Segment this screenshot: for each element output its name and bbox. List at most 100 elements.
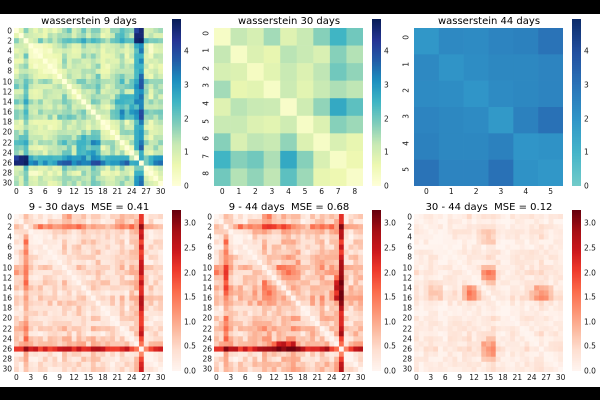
x-tick-label: 9 [257,373,263,382]
x-tick-label: 27 [141,187,151,196]
heatmap-canvas [214,214,363,372]
y-tick-label: 14 [402,283,412,293]
x-tick-label: 18 [498,373,508,382]
colorbar-tick-label: 2 [384,113,389,123]
y-tick-label: 30 [402,364,412,374]
x-tick-label: 5 [548,187,553,196]
x-tick-label: 30 [155,373,166,382]
y-tick-label: 28 [402,354,412,364]
y-tick-label: 16 [202,293,212,303]
colorbar-tick-label: 0 [584,181,589,191]
colorbar-tick-label: 3 [384,80,389,90]
y-tick-label: 26 [2,158,12,168]
y-tick-label: 22 [2,323,12,333]
colorbar [372,210,381,371]
panel-mse-30-44: 30 - 44 days MSE = 0.12 0 2 4 6 8 10 12 14 16 18 2… [400,200,600,386]
y-tick-label: 20 [202,313,212,323]
y-tick-label: 2 [7,221,12,231]
x-tick-label: 15 [283,373,294,382]
x-tick-label: 21 [112,187,123,196]
y-tick-label: 2 [201,65,211,71]
x-tick-label: 12 [469,373,479,382]
y-tick-label: 16 [402,293,412,303]
x-tick-label: 6 [242,373,248,382]
y-tick-label: 8 [407,252,412,262]
y-tick-label: 30 [202,364,212,374]
y-tick-label: 22 [402,323,412,333]
y-tick-label: 16 [2,293,12,303]
y-tick-label: 18 [402,303,412,313]
y-tick-label: 6 [201,136,211,141]
y-tick-label: 26 [202,344,212,354]
y-tick-label: 0 [407,211,412,221]
y-tick-label: 14 [202,283,212,293]
y-tick-label: 6 [7,56,12,66]
colorbar-tick-label: 0.0 [184,366,196,376]
colorbar-tick-label: 2.0 [584,267,596,277]
y-tick-label: 7 [201,153,211,159]
colorbar-tick-label: 1.0 [184,317,196,326]
x-tick-label: 7 [335,187,341,196]
x-tick-label: 21 [312,373,323,382]
y-tick-label: 24 [2,148,12,158]
y-tick-label: 24 [202,334,212,344]
x-tick-label: 0 [414,373,419,382]
colorbar [172,19,181,186]
y-tick-label: 5 [201,118,211,124]
y-tick-label: 0 [7,25,12,35]
x-tick-label: 1 [448,187,454,196]
y-tick-label: 30 [2,364,12,374]
x-tick-label: 6 [319,187,324,196]
x-tick-label: 9 [457,373,463,382]
colorbar-tick-label: 4 [584,46,589,56]
y-tick-label: 6 [207,242,212,252]
y-tick-label: 10 [402,262,412,272]
colorbar-tick-label: 0.5 [584,341,596,351]
x-tick-label: 0 [214,373,219,382]
panel-title: wasserstein 44 days [437,16,541,27]
panel-mse-9-30: 9 - 30 days MSE = 0.41 0 2 4 6 8 10 12 14 16 18 20… [0,200,200,386]
x-tick-label: 9 [57,373,63,382]
x-tick-label: 27 [341,373,351,382]
y-tick-label: 10 [202,262,212,272]
y-tick-label: 3 [401,114,411,119]
colorbar-tick-label: 0.0 [584,366,596,376]
y-tick-label: 2 [7,35,12,45]
x-tick-label: 30 [355,373,366,382]
y-tick-label: 12 [2,86,12,96]
colorbar-tick-label: 2 [584,113,589,123]
colorbar-tick-label: 0.5 [384,341,396,351]
y-tick-label: 8 [207,252,212,262]
heatmap-canvas [414,214,563,372]
y-tick-label: 4 [7,46,12,56]
x-tick-label: 15 [483,373,494,382]
y-tick-label: 12 [402,272,412,282]
colorbar-tick-label: 2.5 [184,243,196,253]
x-tick-label: 18 [298,373,308,382]
x-tick-label: 2 [473,187,479,196]
x-tick-label: 18 [98,187,108,196]
x-tick-label: 24 [526,373,537,382]
colorbar-tick-label: 0.0 [384,366,396,376]
y-tick-label: 28 [202,354,212,364]
y-tick-label: 0 [7,211,12,221]
y-tick-label: 20 [402,313,412,323]
y-tick-label: 10 [2,76,12,86]
x-tick-label: 30 [155,187,166,196]
x-tick-label: 4 [286,187,291,196]
y-tick-label: 18 [2,303,12,313]
x-tick-label: 3 [498,187,504,196]
panel-wasserstein-44-days: wasserstein 44 days 0 1 2 3 4 5 0 1 2 3 4 5 0 1 2 3 4 [400,14,600,200]
x-tick-label: 15 [83,187,94,196]
x-tick-label: 0 [14,187,19,196]
y-tick-label: 8 [201,171,211,176]
panel-wasserstein-9-days: wasserstein 9 days 0 2 4 6 8 10 12 14 16 18 20 22 24… [0,14,200,200]
colorbar-tick-label: 0 [184,181,189,191]
y-tick-label: 4 [207,232,212,242]
colorbar-tick-label: 3.0 [184,218,196,228]
y-tick-label: 0 [401,35,411,40]
x-tick-label: 0 [14,373,19,382]
y-tick-label: 8 [7,66,12,76]
y-tick-label: 0 [201,30,211,36]
